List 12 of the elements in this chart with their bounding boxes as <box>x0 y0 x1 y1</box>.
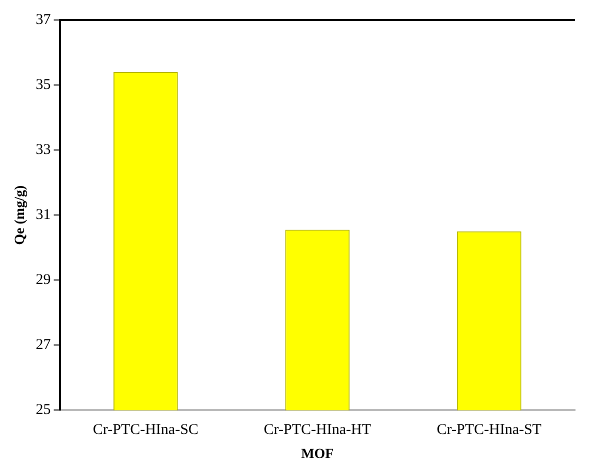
y-tick-label: 27 <box>36 337 52 354</box>
x-tick-label: Cr-PTC-HIna-HT <box>264 422 371 438</box>
y-tick-label: 35 <box>36 76 51 93</box>
y-tick-label: 25 <box>36 402 51 418</box>
y-axis-title: Qe (mg/g) <box>13 185 28 245</box>
x-axis-title: MOF <box>301 447 334 462</box>
y-tick-label: 33 <box>36 142 51 158</box>
x-tick-label: Cr-PTC-HIna-ST <box>436 422 542 438</box>
y-tick-label: 37 <box>36 12 52 28</box>
x-tick-label: Cr-PTC-HIna-SC <box>92 422 198 438</box>
y-tick-label: 29 <box>36 272 51 288</box>
y-tick-label: 31 <box>36 207 51 224</box>
